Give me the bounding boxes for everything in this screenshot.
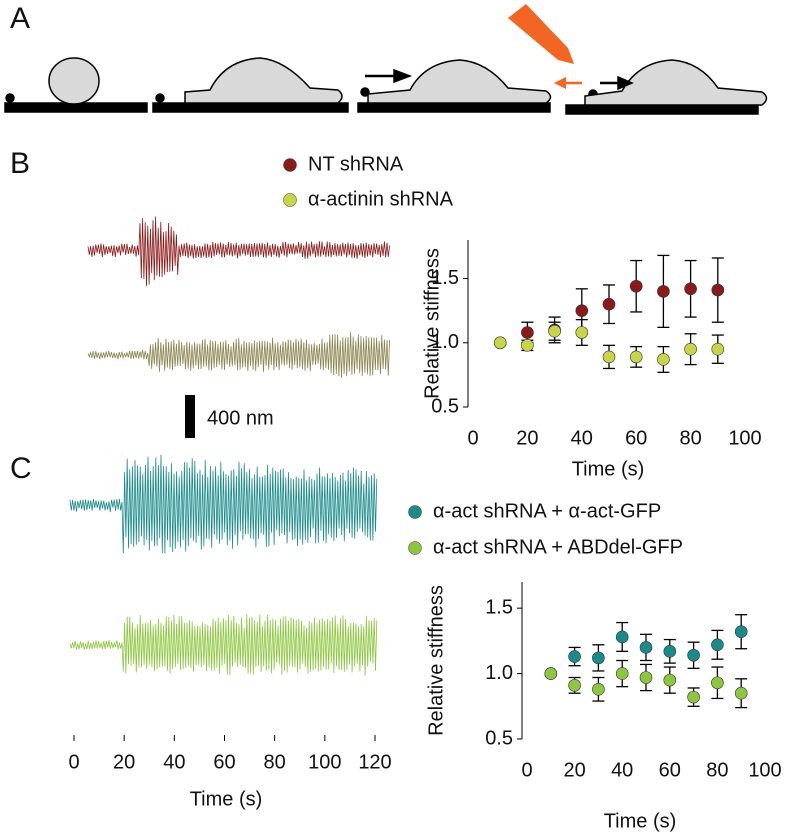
trace [69,614,378,676]
legend-marker [283,193,297,207]
legend-label: α-act shRNA + α-act-GFP [433,500,661,522]
x-tick-label: 20 [516,427,538,449]
legend-label: α-act shRNA + ABDdel-GFP [433,536,683,558]
y-axis-title: Relative stiffness [421,248,443,399]
x-tick-label: 20 [113,751,135,773]
x-tick-label: 40 [163,751,185,773]
x-tick-label: 120 [358,751,391,773]
schematic [4,4,768,115]
point [639,641,653,654]
x-tick-label: 60 [213,751,235,773]
point [629,350,643,364]
point [711,342,725,356]
point [711,283,725,297]
point [684,342,697,356]
x-tick-label: 40 [611,759,633,781]
y-tick-label: 1.5 [485,596,513,618]
x-tick-label: 40 [571,427,593,449]
scale-label: 400 nm [207,407,274,429]
x-tick-label: 100 [748,759,781,781]
y-tick-label: 1.0 [485,662,513,684]
panel-label: B [10,147,30,180]
point [657,353,670,366]
y-tick-label: 1.5 [431,267,459,289]
point [521,339,534,352]
point [615,630,629,644]
point [687,690,700,704]
legend-label: NT shRNA [308,153,404,175]
point [663,645,677,658]
y-tick-label: 0.5 [485,727,513,749]
trace [69,454,378,554]
point [734,686,748,700]
point [575,326,589,339]
x-tick-label: 100 [728,427,761,449]
point [663,673,677,687]
trace [87,216,390,287]
x-tick-label: 20 [563,759,585,781]
point [575,304,589,317]
x-tick-label: 80 [706,759,728,781]
x-tick-label: 0 [68,751,79,773]
panel-label: A [10,2,30,35]
point [521,326,534,339]
scale-bar [185,395,195,438]
x-tick-label: 80 [264,751,286,773]
point [544,667,558,680]
point [592,651,605,665]
point [711,676,724,690]
x-axis-title: Time (s) [604,810,677,832]
legend-marker [408,541,422,555]
x-axis-title: Time (s) [572,458,645,480]
x-tick-label: 60 [659,759,681,781]
point [734,625,748,639]
point [568,679,581,692]
point [602,297,616,311]
y-tick-label: 0.5 [431,395,459,417]
legend-marker [408,505,422,519]
x-tick-label: 0 [521,759,532,781]
point [629,279,643,293]
x-tick-label: 100 [308,751,341,773]
point [615,667,629,680]
trace [87,331,390,378]
point [602,350,616,364]
legend-marker [283,158,297,172]
y-tick-label: 1.0 [431,331,459,353]
point [592,682,605,696]
point [687,648,700,662]
point [568,650,581,663]
x-axis-title: Time (s) [190,788,263,810]
point [639,671,653,684]
x-tick-label: 80 [679,427,701,449]
point [493,336,507,350]
point [548,324,561,338]
point [684,282,697,296]
point [657,285,670,298]
legend-label: α-actinin shRNA [308,188,454,210]
y-axis-title: Relative stiffness [425,585,447,736]
point [711,638,724,652]
x-tick-label: 0 [467,427,478,449]
panel-label: C [10,452,32,485]
x-tick-label: 60 [625,427,647,449]
